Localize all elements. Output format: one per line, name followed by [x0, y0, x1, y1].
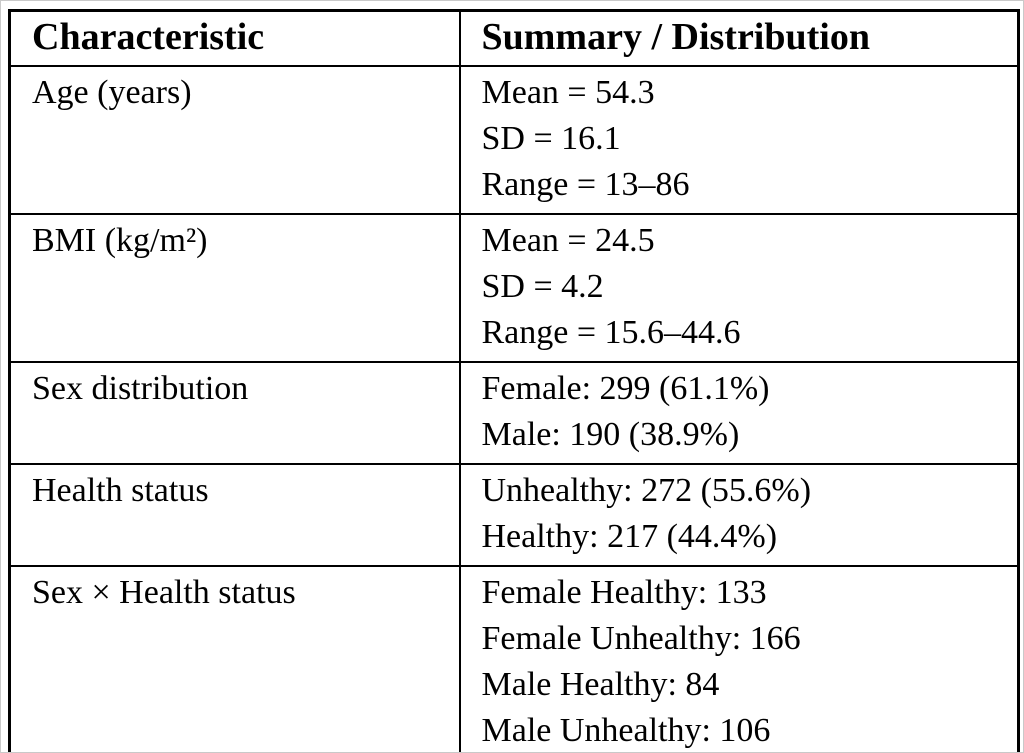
characteristic-cell: BMI (kg/m²) [8, 213, 461, 363]
summary-line: Female Healthy: 133 [481, 574, 767, 611]
summary-line: Female: 299 (61.1%) [481, 370, 770, 407]
characteristic-cell: Sex distribution [8, 361, 461, 465]
summary-cell: Unhealthy: 272 (55.6%) Healthy: 217 (44.… [458, 463, 1020, 567]
summary-line: Male: 190 (38.9%) [481, 416, 740, 453]
characteristic-cell: Sex × Health status [8, 565, 461, 752]
summary-cell: Mean = 54.3 SD = 16.1 Range = 13–86 [458, 65, 1020, 215]
table-row-bmi: BMI (kg/m²) Mean = 24.5 SD = 4.2 Range =… [8, 213, 1020, 363]
table-row-age: Age (years) Mean = 54.3 SD = 16.1 Range … [8, 65, 1020, 215]
summary-line: Male Unhealthy: 106 [481, 712, 771, 749]
summary-line: Male Healthy: 84 [481, 666, 720, 703]
characteristic-cell: Health status [8, 463, 461, 567]
summary-line: Female Unhealthy: 166 [481, 620, 801, 657]
summary-line: Healthy: 217 (44.4%) [481, 518, 778, 555]
summary-cell: Female: 299 (61.1%) Male: 190 (38.9%) [458, 361, 1020, 465]
table-row-health-status: Health status Unhealthy: 272 (55.6%) Hea… [8, 463, 1020, 567]
summary-cell: Mean = 24.5 SD = 4.2 Range = 15.6–44.6 [458, 213, 1020, 363]
summary-line: SD = 16.1 [481, 120, 621, 157]
summary-line: Mean = 54.3 [481, 74, 655, 111]
summary-line: Mean = 24.5 [481, 222, 655, 259]
summary-line: Range = 15.6–44.6 [481, 314, 741, 351]
summary-cell: Female Healthy: 133 Female Unhealthy: 16… [458, 565, 1020, 752]
summary-line: Range = 13–86 [481, 166, 690, 203]
table-row-sex-health-status: Sex × Health status Female Healthy: 133 … [8, 565, 1020, 752]
table-row-sex-distribution: Sex distribution Female: 299 (61.1%) Mal… [8, 361, 1020, 465]
table-header-row: Characteristic Summary / Distribution [8, 9, 1020, 67]
summary-line: SD = 4.2 [481, 268, 604, 305]
header-summary: Summary / Distribution [458, 9, 1020, 67]
summary-line: Unhealthy: 272 (55.6%) [481, 472, 812, 509]
header-characteristic: Characteristic [8, 9, 461, 67]
summary-table: Characteristic Summary / Distribution Ag… [8, 9, 1020, 752]
characteristic-cell: Age (years) [8, 65, 461, 215]
